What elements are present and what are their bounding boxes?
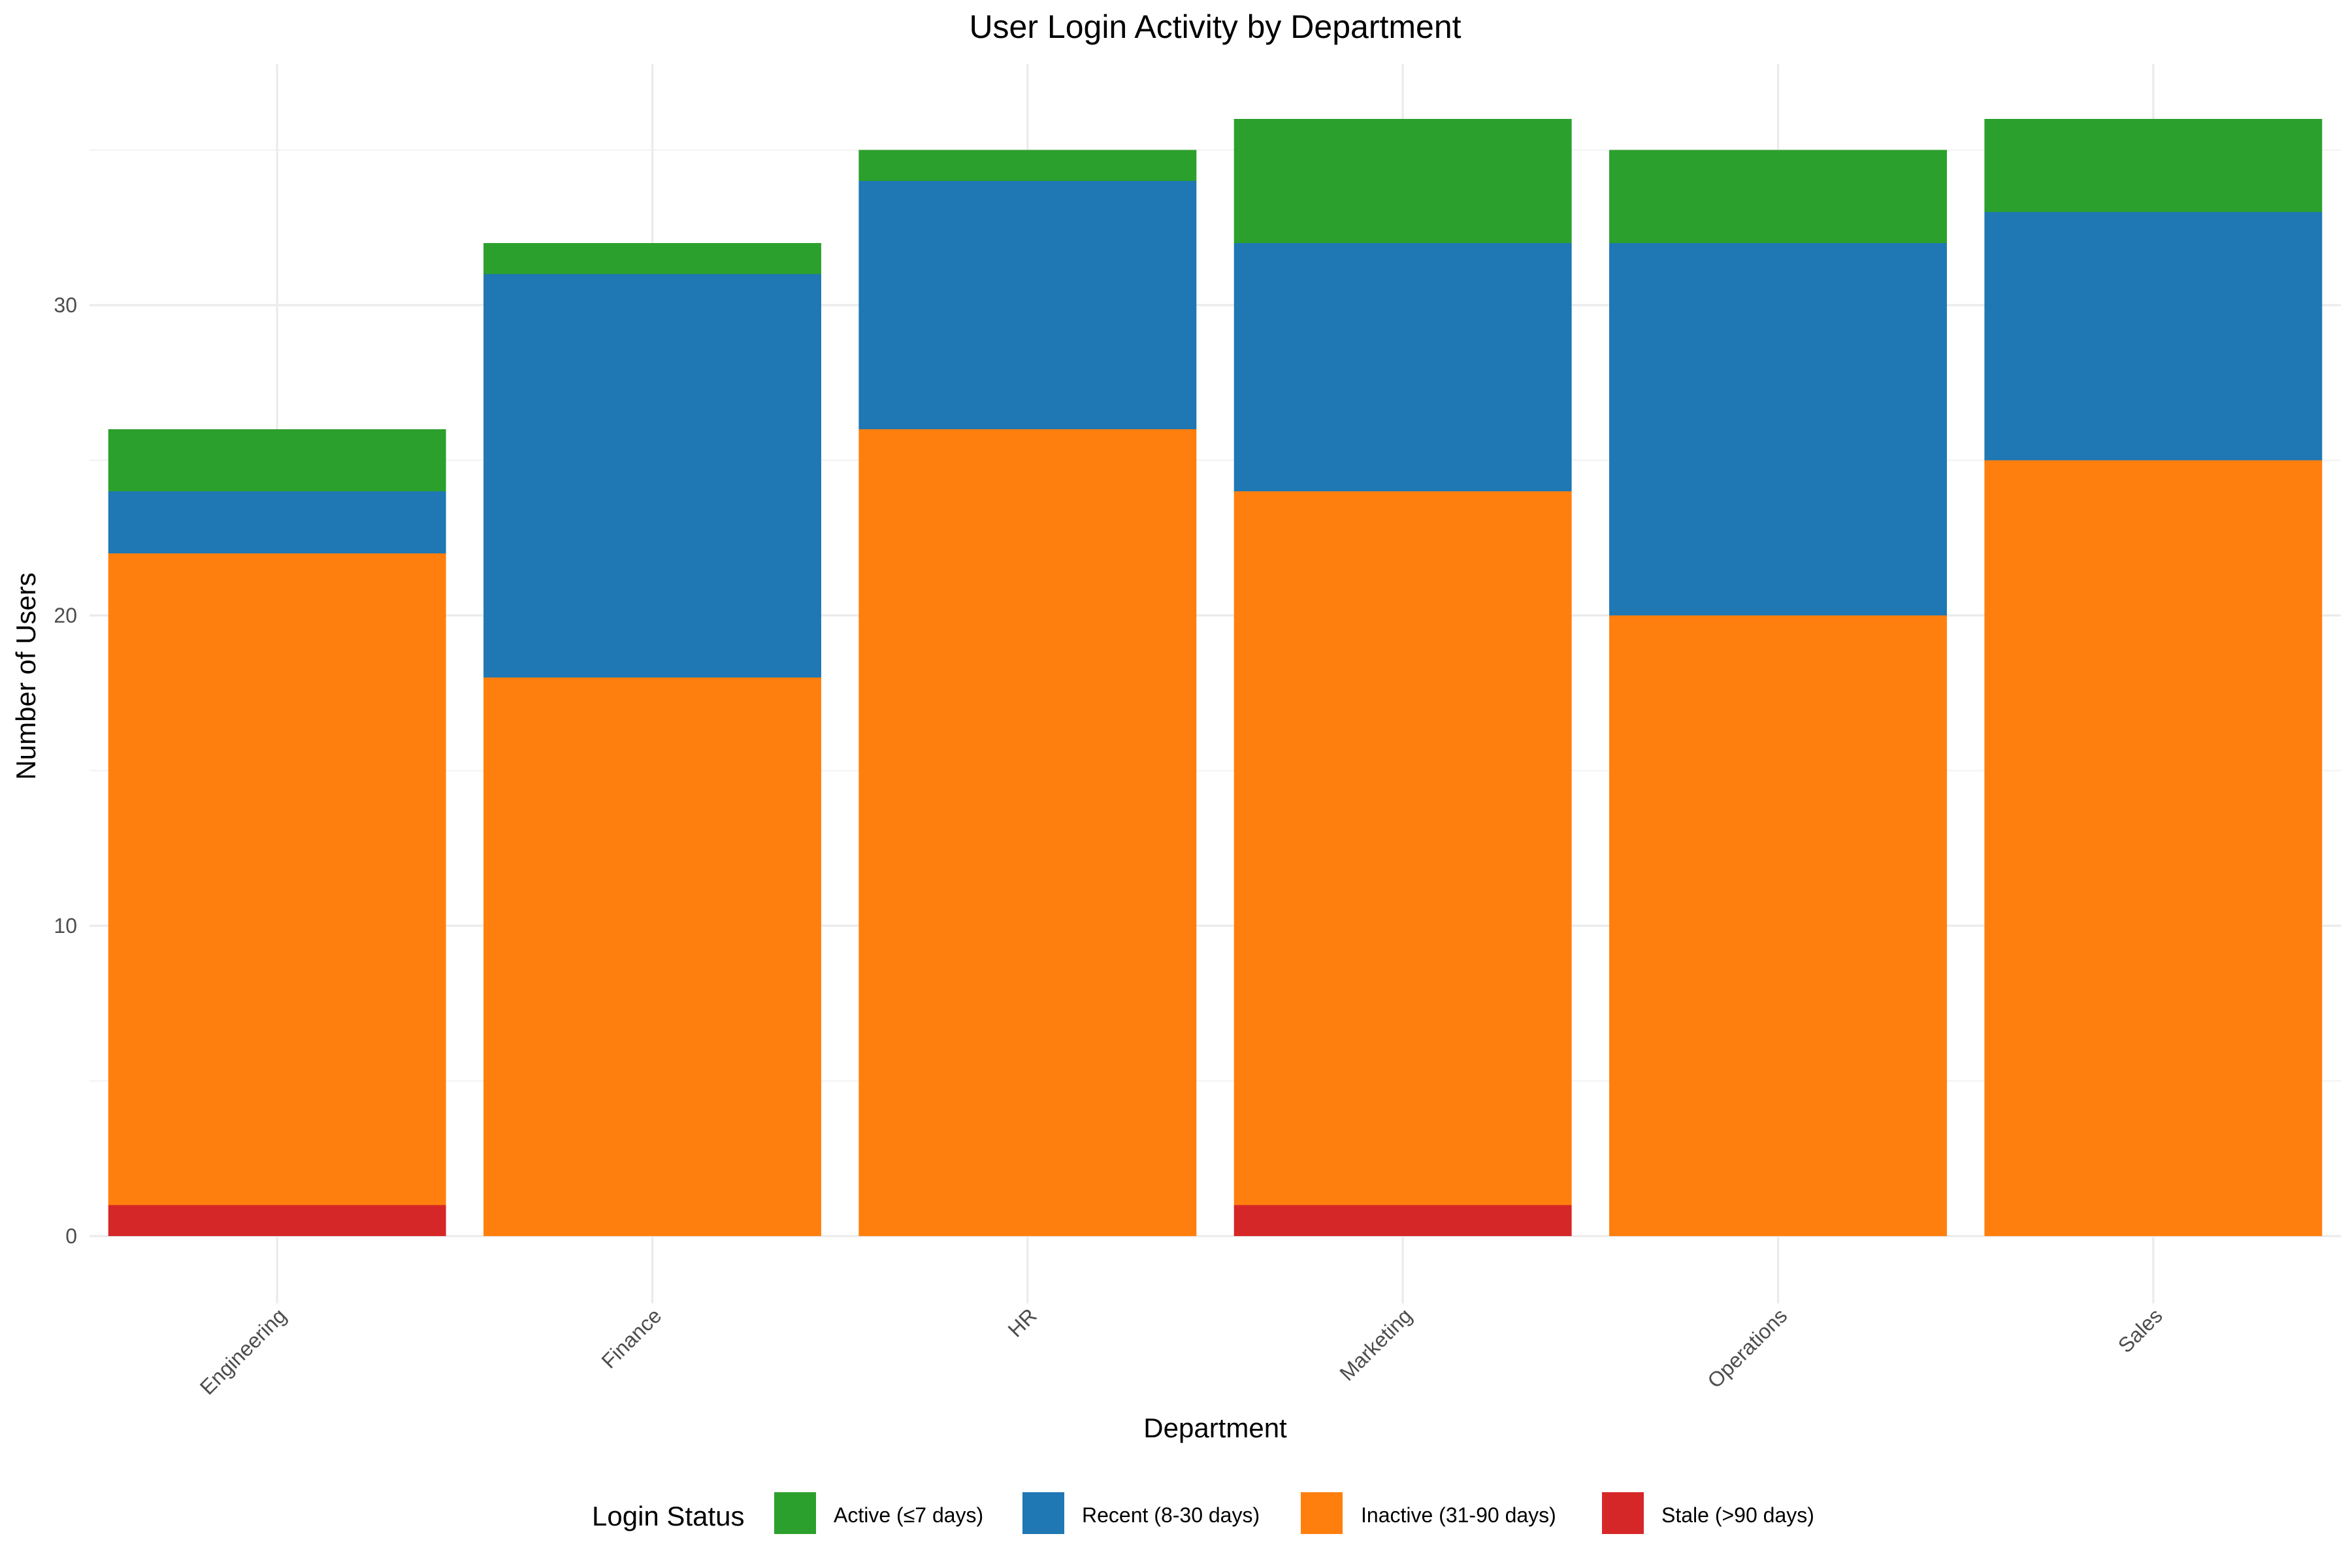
bar-operations-active-7-days — [1609, 150, 1947, 243]
bar-marketing-stale-90-days — [1233, 1205, 1572, 1236]
bar-marketing-recent-8-30-days — [1233, 243, 1572, 491]
legend-title: Login Status — [592, 1501, 745, 1531]
legend: Login Status Active (≤7 days) Recent (8-3… — [592, 1492, 1814, 1534]
y-tick-label: 10 — [54, 914, 77, 938]
bar-sales-active-7-days — [1984, 119, 2323, 212]
x-axis-title: Department — [1143, 1413, 1287, 1443]
legend-key-inactive-31-90-days — [1301, 1492, 1343, 1534]
bar-engineering-stale-90-days — [108, 1205, 446, 1236]
bar-engineering-recent-8-30-days — [108, 491, 446, 553]
bar-engineering-inactive-31-90-days — [108, 553, 446, 1205]
bar-marketing-active-7-days — [1233, 119, 1572, 243]
bar-operations-inactive-31-90-days — [1609, 615, 1947, 1236]
bar-hr-inactive-31-90-days — [858, 429, 1197, 1236]
bar-finance-active-7-days — [483, 243, 821, 274]
bar-sales-inactive-31-90-days — [1984, 460, 2323, 1236]
y-axis-ticks: 0 10 20 30 — [54, 293, 77, 1248]
bar-hr-active-7-days — [858, 150, 1197, 181]
y-tick-label: 30 — [54, 293, 77, 317]
bar-hr-recent-8-30-days — [858, 181, 1197, 429]
legend-key-active-7-days — [774, 1492, 816, 1534]
chart-title: User Login Activity by Department — [969, 8, 1461, 45]
legend-label-stale-90-days: Stale (>90 days) — [1661, 1503, 1814, 1527]
bar-finance-recent-8-30-days — [483, 274, 821, 678]
bar-sales-recent-8-30-days — [1984, 212, 2323, 461]
bar-marketing-inactive-31-90-days — [1233, 491, 1572, 1205]
bar-operations-recent-8-30-days — [1609, 243, 1947, 615]
legend-label-active-7-days: Active (≤7 days) — [834, 1503, 983, 1527]
bar-finance-inactive-31-90-days — [483, 678, 821, 1236]
legend-key-stale-90-days — [1602, 1492, 1644, 1534]
bar-engineering-active-7-days — [108, 429, 446, 491]
y-tick-label: 20 — [54, 604, 77, 627]
y-axis-title: Number of Users — [10, 572, 41, 779]
bars — [108, 119, 2323, 1236]
legend-label-recent-8-30-days: Recent (8-30 days) — [1082, 1503, 1260, 1527]
legend-label-inactive-31-90-days: Inactive (31-90 days) — [1361, 1503, 1556, 1527]
legend-key-recent-8-30-days — [1022, 1492, 1064, 1534]
y-tick-label: 0 — [65, 1224, 77, 1248]
